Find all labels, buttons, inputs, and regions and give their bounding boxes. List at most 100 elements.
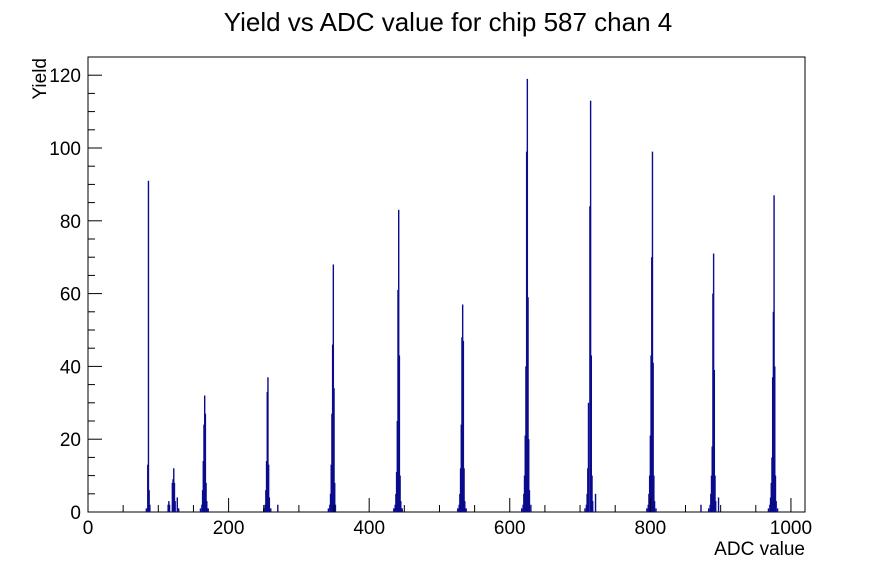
histogram-bar [530,504,532,512]
histogram-bar [717,497,720,512]
y-tick-label: 0 [70,503,81,524]
histogram-bar [775,501,777,512]
histogram-bar [168,504,171,512]
histogram-bar [149,504,151,512]
histogram-bar [528,490,531,512]
x-tick-label: 400 [353,518,385,539]
histogram-bar [591,475,593,512]
histogram-bar [774,366,776,512]
axis-ticks [87,74,792,513]
x-tick-label: 1000 [770,518,812,539]
histogram-bar [523,475,526,512]
histogram-bar [700,504,702,512]
histogram-bar [459,493,461,512]
x-tick-label: 0 [83,518,94,539]
histogram-bar [594,493,597,512]
x-tick-label: 600 [494,518,526,539]
histogram-bar [648,493,650,512]
histogram-bar [267,464,270,512]
histogram-bar [646,508,648,512]
histogram-bar [707,508,710,512]
histogram-bar [277,504,279,512]
histogram-bar [457,508,459,512]
histogram-bar [714,475,716,512]
histogram-bar [772,311,775,512]
histogram-bar [177,508,180,512]
histogram-bar [333,388,335,512]
histogram-bars [145,78,779,513]
histogram-bar [462,340,465,512]
histogram-bar [173,482,176,512]
histogram-bar [330,464,332,512]
histogram-bar [465,508,467,512]
histogram-bar [774,475,777,512]
histogram-bar [199,508,202,512]
histogram-bar [769,497,772,512]
histogram-bar [400,501,402,512]
histogram-bar [461,304,464,512]
axis-tick-labels: 0 200 400 600 800 1000 0 20 40 60 80 100 120 [49,66,812,539]
histogram-bar [172,479,174,512]
histogram-bar [265,461,268,512]
histogram-bar [204,413,207,512]
histogram-bar [334,482,336,512]
histogram-bar [587,402,590,512]
histogram-bar [397,289,399,512]
histogram-bar [521,508,523,512]
histogram-bar [148,490,150,512]
y-tick-label: 60 [60,285,81,306]
histogram-bar [773,195,775,512]
x-tick-label: 200 [213,518,245,539]
histogram-bar [463,468,465,512]
histogram-bar [710,493,712,512]
histogram-bar [767,508,770,512]
histogram-bar [176,497,178,512]
histogram-bar [398,355,401,512]
histogram-bar [399,475,401,512]
y-tick-label: 20 [60,430,81,451]
histogram-bar [394,504,396,512]
histogram-bar [712,253,715,512]
histogram-bar [267,377,269,512]
y-tick-label: 80 [60,212,81,233]
plot-title: Yield vs ADC value for chip 587 chan 4 [224,7,673,37]
histogram-bar [590,355,593,512]
histogram-bar [207,508,209,512]
y-axis-title: Yield [30,58,51,100]
histogram-bar [145,508,148,512]
histogram-bar [167,504,169,512]
histogram-bar [526,78,529,512]
y-tick-label: 120 [49,66,81,87]
histogram-bar [584,508,586,512]
histogram-bar [203,424,205,512]
plot-frame [87,56,806,513]
x-tick-label: 800 [635,518,667,539]
histogram-bar [585,504,588,512]
histogram-bar [592,501,594,512]
histogram-bar [653,501,656,512]
x-axis-title: ADC value [714,539,805,560]
histogram-bar [525,151,528,512]
histogram-bar [393,508,395,512]
histogram-bar [589,100,592,513]
histogram-bar [528,439,530,512]
histogram-bar [713,370,716,512]
histogram-bar [327,508,330,512]
histogram-bar [205,482,207,512]
histogram-bar [776,508,779,512]
histogram-bar [655,508,657,512]
histogram-bar [527,297,529,512]
histogram-bar [270,508,272,512]
histogram-bar [401,508,403,512]
histogram-bar [201,504,203,512]
histogram-bar [268,497,271,512]
histogram-bar [334,504,337,512]
histogram-bar [332,264,335,512]
histogram-bar [147,180,150,512]
histogram-bar [174,501,176,512]
histogram-bar [652,362,654,512]
histogram-bar [715,501,717,512]
histogram-bar [653,475,655,512]
histogram-bar [464,501,466,512]
